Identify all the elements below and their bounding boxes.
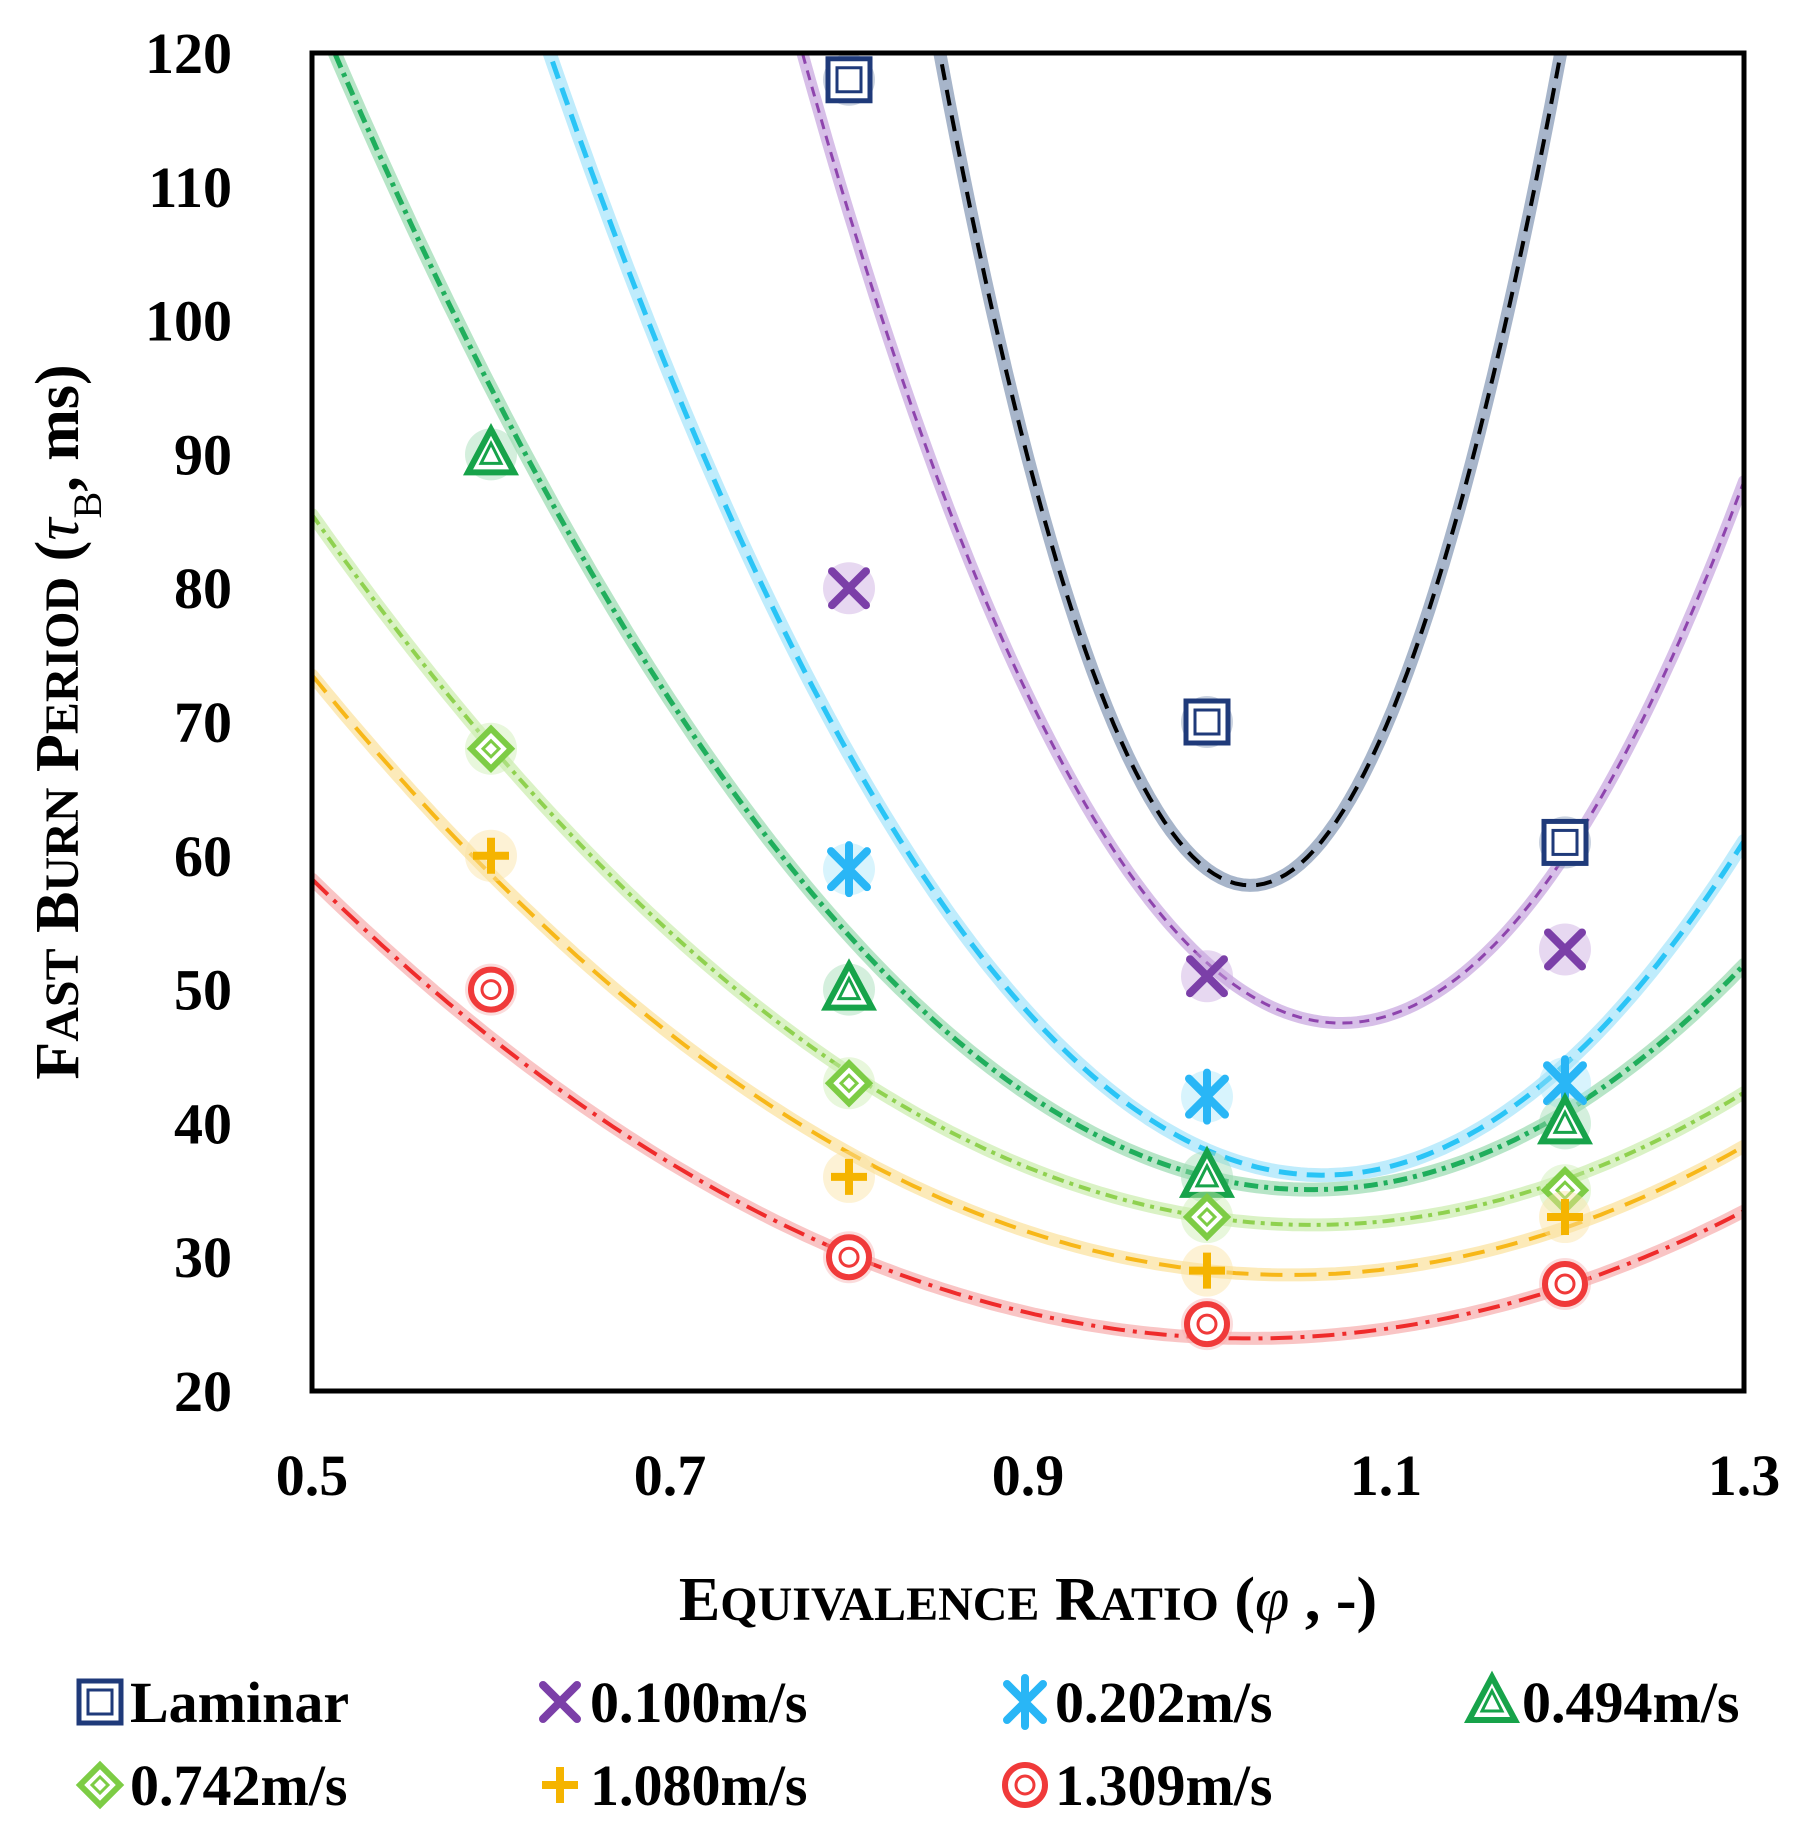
x-tick-label: 1.1: [1350, 1443, 1423, 1508]
data-point-circle-6-0: [468, 966, 514, 1013]
data-point-circle-6-2: [1184, 1301, 1230, 1348]
legend-label: 1.309m/s: [1055, 1753, 1273, 1818]
legend-label: 0.202m/s: [1055, 1670, 1273, 1735]
data-point-diamond-4-2: [1182, 1192, 1232, 1242]
legend-item-1: 0.100m/s: [539, 1670, 808, 1735]
data-point-square-0-2: [1541, 818, 1589, 866]
y-axis-ticks: 20 30 40 50 60 70 80 90 100 110 120: [145, 21, 232, 1424]
fit-curve-5: [312, 673, 1744, 1277]
data-point-triangle-3-0: [462, 423, 520, 476]
y-tick-label: 100: [145, 289, 232, 354]
legend-marker-circle: [1002, 1762, 1048, 1808]
data-point-diamond-4-1: [824, 1059, 874, 1108]
y-tick-label: 40: [174, 1091, 232, 1156]
fit-curve-0: [937, 53, 1563, 888]
legend-item-0: Laminar: [76, 1670, 349, 1735]
fit-curve-1: [800, 53, 1744, 1025]
legend-label: Laminar: [130, 1670, 349, 1735]
fit-curve-4: [312, 513, 1744, 1227]
fit-curve-3: [332, 53, 1744, 1193]
legend-item-6: 1.309m/s: [1002, 1753, 1273, 1818]
plot-frame: [309, 50, 1747, 1394]
data-point-triangle-3-3: [1536, 1092, 1594, 1145]
data-point-plus-5-3: [1547, 1199, 1583, 1236]
legend-item-3: 0.494m/s: [1463, 1670, 1740, 1735]
data-point-plus-5-0: [473, 837, 509, 874]
fit-curve-6: [312, 877, 1744, 1341]
legend-marker-triangle: [1463, 1670, 1521, 1723]
data-point-plus-5-2: [1189, 1252, 1225, 1289]
fit-curves: [312, 53, 1744, 1345]
legend-item-5: 1.080m/s: [542, 1753, 808, 1818]
legend: Laminar 0.100m/s 0.202m/s 0.494m/s 0.742m/s 1…: [75, 1670, 1740, 1818]
fit-curve-glow-6: [312, 872, 1744, 1345]
y-axis-title: FAST BURN PERIOD (τB, ms): [24, 364, 110, 1079]
legend-marker-square: [76, 1678, 124, 1726]
data-point-square-0-0: [825, 56, 873, 104]
y-tick-label: 110: [148, 155, 232, 220]
fit-curve-glow-1: [796, 53, 1744, 1029]
x-axis-ticks: 0.5 0.7 0.9 1.1 1.3: [276, 1443, 1781, 1508]
data-point-star-2-0: [827, 841, 871, 898]
fit-curve-2: [546, 53, 1744, 1178]
legend-marker-x: [539, 1681, 581, 1723]
data-point-diamond-4-0: [466, 724, 516, 774]
data-point-star-2-1: [1185, 1068, 1229, 1125]
legend-label: 0.100m/s: [590, 1670, 808, 1735]
data-point-x-1-0: [828, 567, 870, 610]
x-tick-label: 1.3: [1708, 1443, 1781, 1508]
data-point-triangle-3-1: [820, 958, 878, 1011]
legend-marker-plus: [542, 1767, 578, 1803]
x-tick-label: 0.9: [992, 1443, 1065, 1508]
data-point-circle-6-3: [1542, 1260, 1588, 1307]
x-axis-title: EQUIVALENCE RATIO (φ , -): [679, 1566, 1377, 1634]
y-tick-label: 30: [174, 1225, 232, 1290]
y-tick-label: 60: [174, 824, 232, 889]
legend-label: 0.494m/s: [1522, 1670, 1740, 1735]
data-point-square-0-1: [1183, 698, 1231, 746]
data-point-plus-5-1: [831, 1158, 867, 1195]
y-tick-label: 80: [174, 556, 232, 621]
data-point-x-1-2: [1544, 928, 1586, 971]
x-tick-label: 0.7: [634, 1443, 707, 1508]
y-tick-label: 90: [174, 422, 232, 487]
x-tick-label: 0.5: [276, 1443, 349, 1508]
y-tick-label: 20: [174, 1359, 232, 1424]
y-tick-label: 120: [145, 21, 232, 86]
y-tick-label: 70: [174, 690, 232, 755]
fit-curve-glow-2: [542, 53, 1744, 1183]
legend-marker-diamond: [75, 1760, 125, 1810]
legend-item-2: 0.202m/s: [1003, 1670, 1273, 1735]
legend-label: 1.080m/s: [590, 1753, 808, 1818]
legend-item-4: 0.742m/s: [75, 1753, 348, 1818]
data-point-circle-6-1: [826, 1234, 872, 1281]
fit-curve-glow-4: [312, 508, 1744, 1232]
data-point-x-1-1: [1186, 955, 1228, 998]
y-tick-label: 50: [174, 958, 232, 1023]
legend-marker-star: [1003, 1674, 1047, 1730]
legend-label: 0.742m/s: [130, 1753, 348, 1818]
data-markers: [462, 53, 1594, 1351]
